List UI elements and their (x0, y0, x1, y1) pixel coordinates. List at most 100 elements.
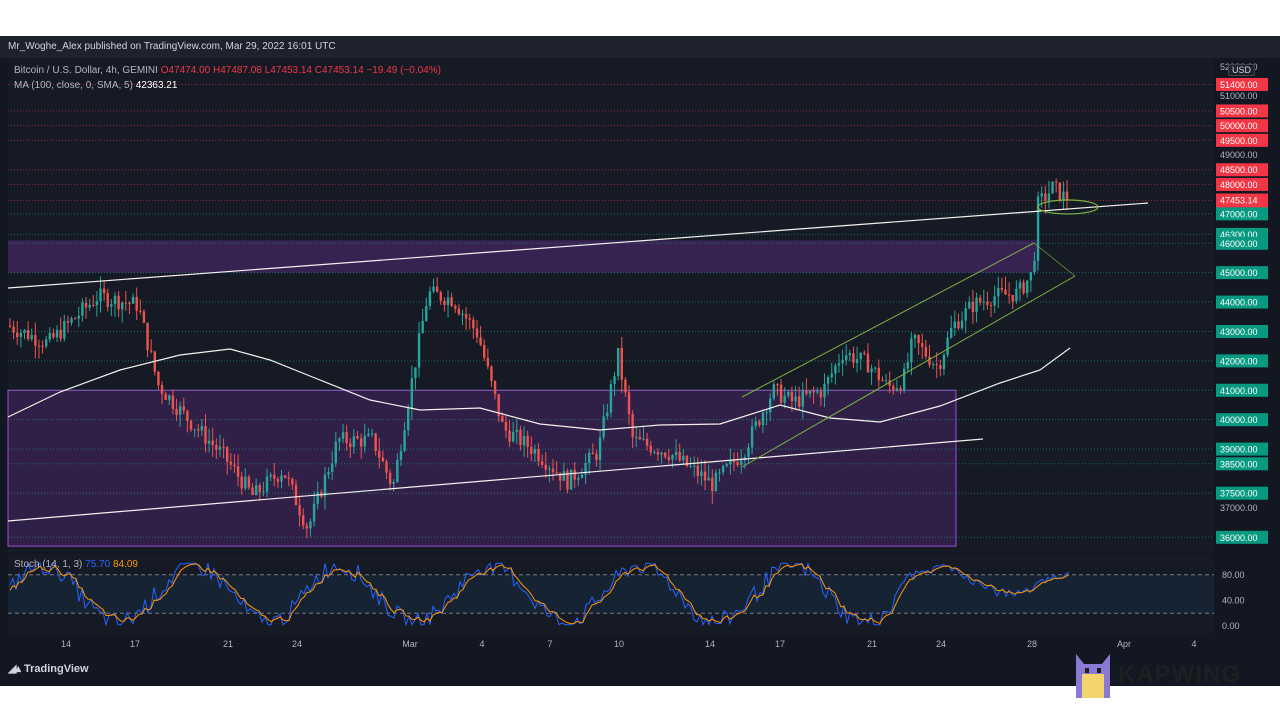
candle-body-99 (367, 433, 370, 436)
candle-body-17 (70, 318, 73, 323)
tradingview-logo[interactable]: ◢▴ TradingView (8, 662, 89, 676)
price-badge-label-14: 41000.00 (1220, 386, 1258, 396)
price-badge-10 (1216, 266, 1268, 280)
kapwing-cat-icon (1076, 654, 1110, 698)
candle-body-241 (881, 380, 884, 382)
candle-body-193 (707, 477, 710, 481)
candle-body-100 (370, 433, 374, 435)
stoch-band (8, 574, 1214, 614)
publish-info: Mr_Woghe_Alex published on TradingView.c… (8, 41, 336, 52)
candle-body-234 (855, 359, 859, 363)
candle-body-119 (439, 292, 442, 301)
price-badge-16 (1216, 442, 1268, 456)
candle-body-19 (77, 315, 80, 319)
candle-body-285 (1040, 193, 1043, 197)
time-tick-4: Mar (402, 639, 418, 649)
time-tick-12: 28 (1027, 639, 1037, 649)
candle-body-96 (356, 435, 359, 439)
price-badge-label-8: 46300.00 (1220, 230, 1258, 240)
price-badge-1 (1216, 104, 1268, 118)
price-badge-5 (1216, 177, 1268, 191)
candle-body-218 (797, 396, 801, 407)
candle-body-33 (128, 303, 131, 305)
price-badge-label-6: 47453.14 (1220, 196, 1258, 206)
candle-body-0 (8, 325, 12, 327)
moving-average-line (7, 347, 1071, 431)
candle-body-66 (247, 476, 251, 488)
candle-body-261 (953, 321, 957, 328)
candle-body-289 (1054, 181, 1058, 183)
candle-body-152 (559, 472, 562, 481)
support-zone (7, 389, 957, 547)
candle-body-160 (588, 452, 591, 464)
price-badge-label-15: 40000.00 (1220, 415, 1258, 425)
candle-body-23 (92, 304, 95, 306)
candle-body-290 (1058, 182, 1061, 201)
candle-body-60 (226, 447, 229, 462)
candle-body-27 (106, 293, 109, 307)
candle-body-205 (750, 426, 754, 448)
candle-body-215 (787, 391, 790, 396)
candle-body-273 (997, 287, 1000, 297)
channel-lower-line (741, 275, 1076, 468)
time-axis[interactable] (8, 634, 1214, 652)
candle-body-228 (834, 365, 837, 374)
candle-body-191 (700, 471, 703, 477)
candle-body-171 (627, 392, 631, 415)
candle-body-214 (783, 395, 786, 403)
candle-body-230 (841, 359, 844, 364)
price-badge-13 (1216, 354, 1268, 368)
candle-body-90 (334, 441, 337, 464)
candle-body-255 (931, 364, 935, 366)
candle-body-221 (808, 390, 812, 394)
candle-body-64 (240, 476, 243, 489)
candle-body-252 (921, 343, 924, 347)
candle-body-178 (653, 451, 656, 453)
stoch-d-value: 84.09 (112, 559, 138, 570)
candle-body-199 (729, 459, 732, 465)
candle-body-274 (1000, 287, 1004, 290)
candle-body-55 (207, 440, 211, 444)
candle-body-38 (146, 322, 149, 351)
price-badge-18 (1216, 486, 1268, 500)
candle-body-103 (381, 457, 385, 462)
candle-body-237 (866, 353, 870, 373)
candle-body-102 (378, 450, 381, 458)
candle-body-153 (562, 471, 566, 481)
candle-body-286 (1044, 193, 1047, 201)
ma-legend: MA (100, close, 0, SMA, 5) 42363.21 (14, 80, 177, 91)
price-badge-label-18: 37500.00 (1220, 489, 1258, 499)
candle-body-172 (631, 414, 634, 438)
candle-body-212 (776, 384, 779, 386)
candle-body-62 (233, 464, 236, 467)
candle-body-184 (674, 451, 678, 456)
candle-body-50 (189, 420, 193, 430)
time-tick-3: 24 (292, 639, 302, 649)
currency-badge[interactable]: USD (1228, 64, 1256, 76)
candle-body-190 (696, 465, 699, 477)
time-tick-7: 10 (614, 639, 624, 649)
candle-body-174 (638, 436, 642, 440)
candle-body-149 (548, 468, 551, 470)
candle-body-185 (678, 451, 681, 461)
candle-body-258 (942, 354, 946, 370)
candle-body-101 (374, 433, 377, 451)
upper-trendline (7, 202, 1149, 289)
candle-body-246 (899, 388, 902, 391)
candle-body-250 (913, 335, 917, 339)
time-tick-14: 4 (1191, 639, 1196, 649)
candle-body-138 (508, 430, 511, 442)
candle-body-56 (211, 440, 214, 446)
price-tick-2: 49000.00 (1220, 150, 1258, 160)
candle-body-41 (157, 371, 160, 386)
candle-body-245 (895, 388, 899, 390)
channel-upper-line (741, 242, 1035, 398)
candle-body-78 (291, 478, 294, 485)
candle-body-105 (388, 472, 392, 484)
price-tick-1: 51000.00 (1220, 91, 1258, 101)
candle-body-12 (52, 332, 55, 338)
candle-body-272 (993, 296, 996, 306)
candle-body-113 (417, 333, 421, 368)
candle-body-146 (537, 449, 540, 462)
candle-body-188 (689, 465, 692, 467)
